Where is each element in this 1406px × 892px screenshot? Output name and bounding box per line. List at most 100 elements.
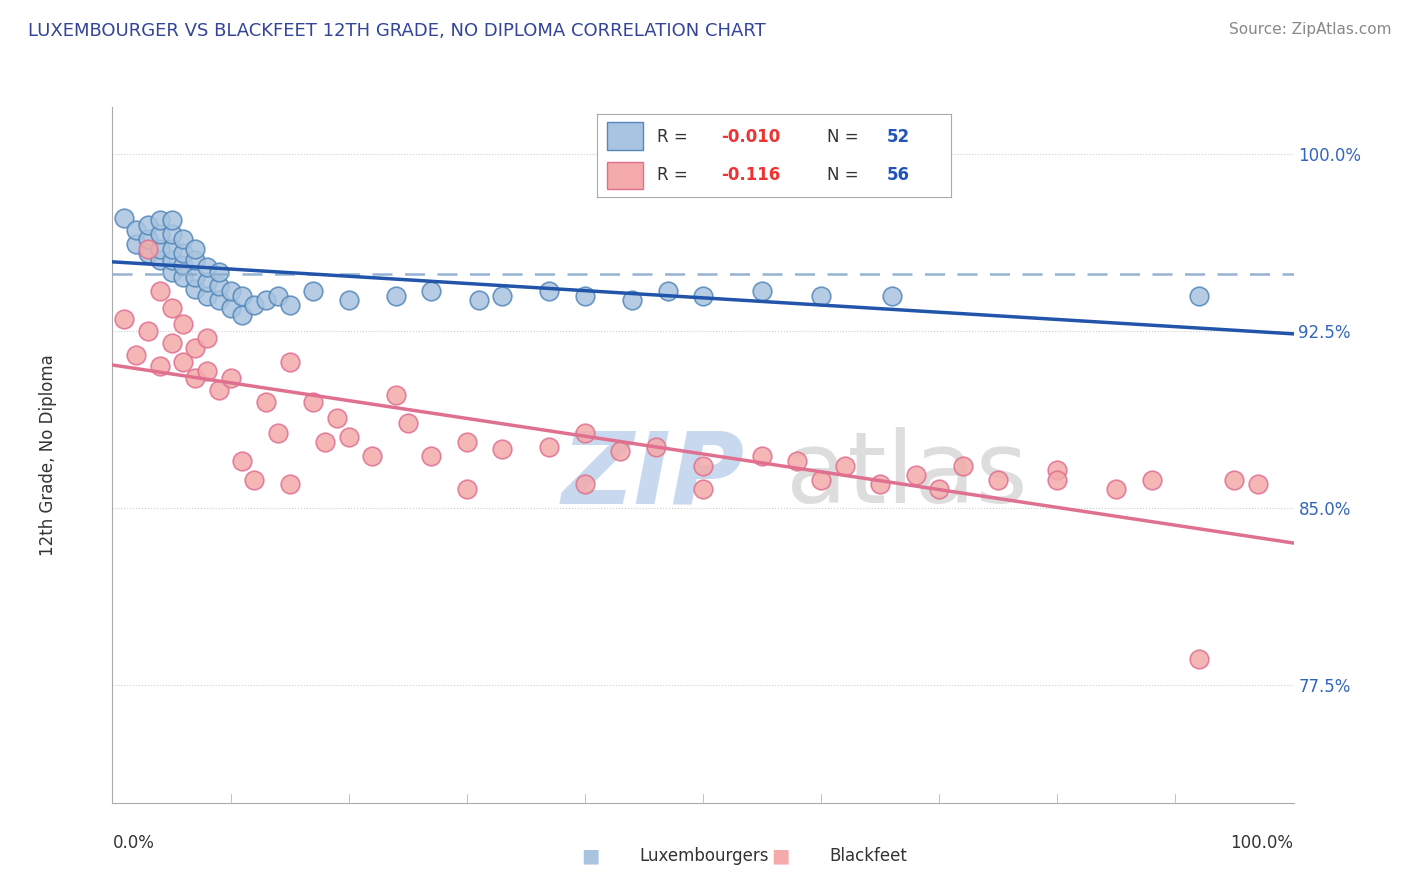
Point — [149, 242, 172, 256]
Point — [810, 473, 832, 487]
Text: ZIP: ZIP — [561, 427, 744, 524]
Point — [385, 388, 408, 402]
Text: atlas: atlas — [786, 427, 1028, 524]
Point — [1140, 473, 1163, 487]
Point — [231, 454, 253, 468]
Point — [278, 298, 301, 312]
Point — [184, 269, 207, 284]
Point — [692, 458, 714, 473]
Point — [112, 211, 135, 225]
Point — [420, 449, 443, 463]
Point — [267, 425, 290, 440]
Point — [208, 265, 231, 279]
Point — [491, 442, 513, 456]
Text: LUXEMBOURGER VS BLACKFEET 12TH GRADE, NO DIPLOMA CORRELATION CHART: LUXEMBOURGER VS BLACKFEET 12TH GRADE, NO… — [28, 22, 766, 40]
Point — [195, 289, 218, 303]
Point — [195, 275, 218, 289]
Point — [786, 454, 808, 468]
Point — [184, 371, 207, 385]
Point — [112, 312, 135, 326]
Point — [149, 227, 172, 242]
Point — [136, 246, 159, 260]
Point — [184, 242, 207, 256]
Point — [314, 434, 336, 449]
Text: Luxembourgers: Luxembourgers — [640, 847, 769, 865]
Point — [136, 324, 159, 338]
Point — [538, 440, 561, 454]
Point — [149, 359, 172, 374]
Point — [609, 444, 631, 458]
Point — [195, 331, 218, 345]
Point — [160, 213, 183, 227]
Point — [243, 298, 266, 312]
Point — [184, 341, 207, 355]
Point — [243, 473, 266, 487]
Point — [337, 293, 360, 308]
Point — [195, 364, 218, 378]
Point — [302, 284, 325, 298]
Point — [172, 246, 194, 260]
Point — [657, 284, 679, 298]
Text: Blackfeet: Blackfeet — [830, 847, 907, 865]
Point — [467, 293, 489, 308]
Point — [160, 242, 183, 256]
Text: 0.0%: 0.0% — [112, 834, 155, 852]
Point — [361, 449, 384, 463]
Point — [172, 258, 194, 272]
Point — [456, 482, 478, 496]
Point — [254, 293, 277, 308]
Text: Source: ZipAtlas.com: Source: ZipAtlas.com — [1229, 22, 1392, 37]
Point — [172, 232, 194, 246]
Point — [538, 284, 561, 298]
Point — [195, 260, 218, 275]
Point — [125, 348, 148, 362]
Point — [184, 282, 207, 296]
Point — [208, 279, 231, 293]
Point — [278, 477, 301, 491]
Point — [267, 289, 290, 303]
Point — [385, 289, 408, 303]
Point — [184, 253, 207, 268]
Point — [219, 371, 242, 385]
Point — [160, 227, 183, 242]
Point — [149, 213, 172, 227]
Point — [278, 355, 301, 369]
Point — [880, 289, 903, 303]
Point — [692, 482, 714, 496]
Text: ■: ■ — [770, 847, 790, 866]
Point — [692, 289, 714, 303]
Point — [172, 355, 194, 369]
Point — [751, 284, 773, 298]
Point — [928, 482, 950, 496]
Point — [149, 284, 172, 298]
Point — [149, 253, 172, 268]
Point — [574, 477, 596, 491]
Point — [1105, 482, 1128, 496]
Point — [326, 411, 349, 425]
Point — [810, 289, 832, 303]
Point — [1046, 473, 1069, 487]
Point — [302, 395, 325, 409]
Point — [125, 222, 148, 236]
Point — [396, 416, 419, 430]
Point — [1046, 463, 1069, 477]
Text: 12th Grade, No Diploma: 12th Grade, No Diploma — [38, 354, 56, 556]
Text: 100.0%: 100.0% — [1230, 834, 1294, 852]
Point — [136, 218, 159, 232]
Point — [952, 458, 974, 473]
Point — [834, 458, 856, 473]
Point — [1247, 477, 1270, 491]
Point — [172, 269, 194, 284]
Point — [219, 284, 242, 298]
Point — [231, 289, 253, 303]
Point — [574, 289, 596, 303]
Point — [208, 383, 231, 397]
Point — [160, 301, 183, 315]
Point — [219, 301, 242, 315]
Point — [231, 308, 253, 322]
Point — [644, 440, 666, 454]
Point — [987, 473, 1010, 487]
Point — [1223, 473, 1246, 487]
Point — [574, 425, 596, 440]
Point — [160, 335, 183, 350]
